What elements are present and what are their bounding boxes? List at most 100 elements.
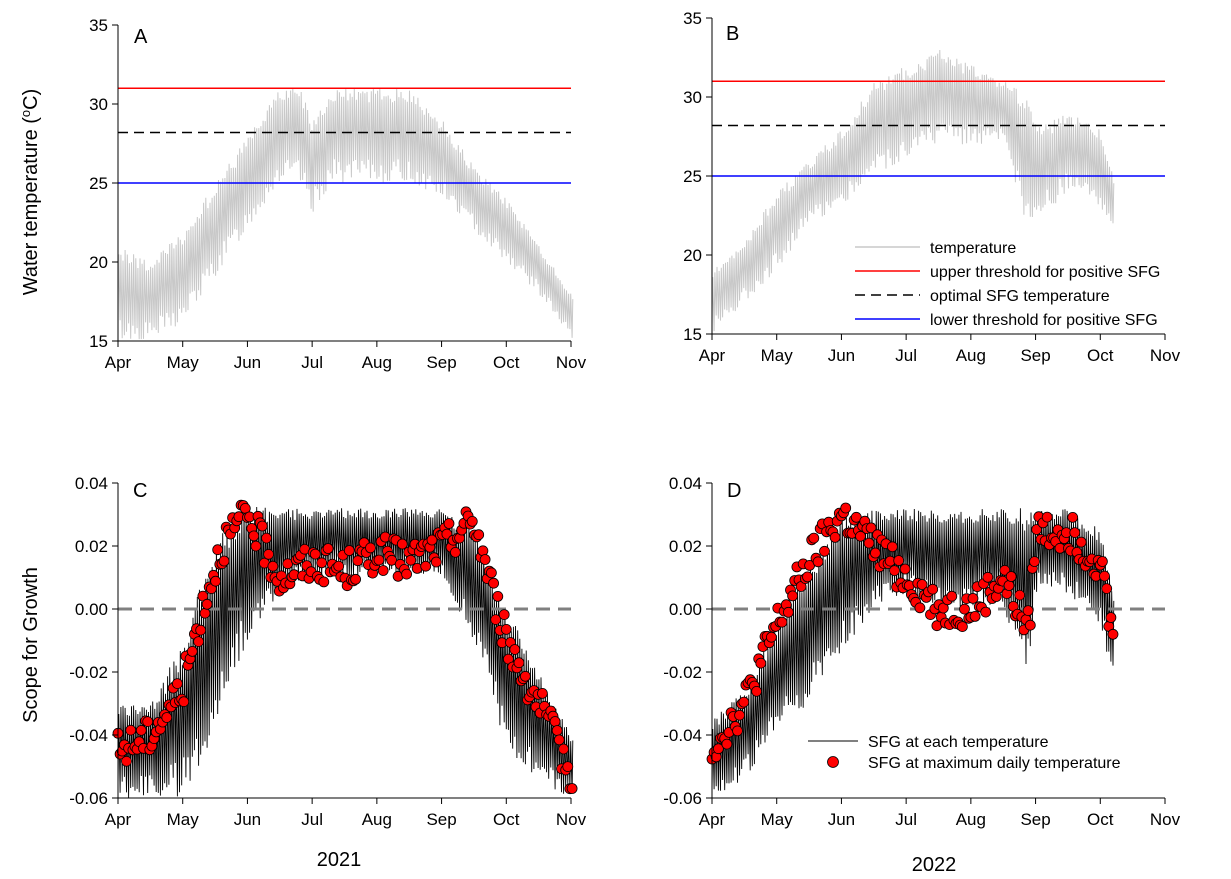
sfg-max-point: [870, 547, 881, 559]
sfg-max-point: [734, 709, 745, 721]
sfg-max-point: [887, 541, 898, 553]
sfg-max-point: [1067, 512, 1079, 523]
x-tick-label: Jul: [895, 810, 917, 829]
sfg-max-point: [916, 579, 928, 590]
x-tick-label: Jun: [234, 353, 261, 372]
sfg-max-point: [466, 516, 478, 527]
x-tick-label: Oct: [1087, 346, 1114, 365]
y-tick-label: 0.04: [75, 474, 108, 493]
y-tick-label: -0.02: [69, 663, 108, 682]
sfg-max-point: [396, 538, 408, 550]
panel-a-temperature-2021: A 15 20 25 30 35 Apr May Jun Jul Aug Sep Oct Nov: [89, 16, 587, 372]
y-tick-label: 20: [683, 246, 702, 265]
panel-d-sfg-2022: D -0.06 -0.04 -0.02 0.00 0.02 0.04 Apr May Jun Jul…: [663, 474, 1180, 829]
y-tick-label: 15: [683, 325, 702, 344]
x-tick-label: Apr: [699, 346, 726, 365]
sfg-max-point: [1014, 589, 1026, 601]
panel-letter: B: [726, 23, 739, 45]
legend-sfg: SFG at each temperature SFG at maximum d…: [808, 734, 1121, 772]
sfg-max-point: [840, 502, 852, 514]
sfg-max-point: [365, 542, 376, 554]
legend-label-sfg-max: SFG at maximum daily temperature: [868, 755, 1121, 772]
sfg-max-point: [863, 537, 875, 549]
sfg-max-point: [980, 606, 992, 618]
sfg-max-point: [751, 686, 762, 697]
sfg-max-point: [377, 565, 389, 576]
sfg-max-point: [1097, 556, 1108, 567]
x-tick-label: Jul: [895, 346, 917, 365]
sfg-max-point: [957, 621, 968, 632]
sfg-max-point: [776, 616, 788, 628]
sfg-max-point: [210, 575, 222, 587]
x-tick-label: Apr: [105, 810, 132, 829]
sfg-max-point: [479, 554, 491, 565]
sfg-max-point: [473, 529, 485, 541]
sfg-max-point: [899, 563, 911, 575]
sfg-max-point: [1099, 570, 1110, 582]
year-label-2021: 2021: [317, 849, 362, 871]
sfg-max-point: [787, 590, 798, 602]
sfg-max-point: [1107, 628, 1119, 640]
y-tick-label: -0.02: [663, 663, 702, 682]
sfg-series-line: [711, 508, 1115, 792]
sfg-max-point: [212, 544, 224, 556]
year-label-2022: 2022: [912, 854, 957, 876]
legend-label-temperature: temperature: [930, 240, 1016, 257]
panel-letter: C: [133, 480, 147, 502]
panel-letter: A: [134, 26, 148, 48]
sfg-max-point: [927, 583, 939, 595]
sfg-max-point: [969, 611, 981, 622]
y-tick-label: 35: [683, 9, 702, 28]
ylabel-sfg: Scope for Growth: [20, 567, 42, 723]
sfg-max-point: [855, 530, 866, 542]
sfg-max-point: [562, 761, 574, 772]
sfg-max-point: [802, 571, 813, 583]
x-tick-label: Aug: [362, 353, 392, 372]
sfg-max-point: [490, 614, 502, 625]
sfg-max-point: [893, 555, 905, 566]
sfg-max-point: [263, 548, 275, 560]
x-tick-label: Oct: [1087, 810, 1114, 829]
y-tick-label: 15: [89, 332, 108, 351]
x-tick-label: Jun: [828, 810, 855, 829]
x-tick-label: Apr: [699, 810, 726, 829]
x-tick-label: Jun: [828, 346, 855, 365]
sfg-max-point: [553, 734, 565, 746]
sfg-max-point: [261, 532, 272, 544]
y-tick-label: 25: [683, 167, 702, 186]
sfg-max-point: [343, 545, 355, 556]
temperature-series-line: [711, 49, 1115, 332]
y-tick-label: -0.04: [663, 726, 702, 745]
x-tick-label: Oct: [493, 353, 520, 372]
legend-label-upper: upper threshold for positive SFG: [930, 264, 1160, 281]
sfg-max-point: [426, 534, 438, 546]
sfg-max-point: [566, 783, 578, 794]
y-tick-label: -0.04: [69, 726, 108, 745]
x-tick-label: Jul: [301, 353, 323, 372]
panel-c-sfg-2021: C -0.06 -0.04 -0.02 0.00 0.02 0.04 Apr May Jun Jul…: [69, 474, 586, 829]
sfg-max-point: [193, 636, 205, 647]
sfg-max-point: [401, 568, 413, 580]
x-tick-label: Oct: [493, 810, 520, 829]
sfg-max-point: [485, 567, 497, 579]
x-tick-label: May: [761, 810, 794, 829]
sfg-max-point: [1029, 556, 1040, 567]
x-tick-label: Aug: [956, 346, 986, 365]
sfg-max-point: [1031, 524, 1042, 535]
sfg-max-point: [509, 644, 521, 655]
y-tick-label: -0.06: [69, 789, 108, 808]
x-tick-label: Sep: [1020, 810, 1050, 829]
sfg-max-point: [405, 554, 417, 566]
sfg-max-point: [318, 576, 330, 588]
sfg-max-point: [558, 743, 569, 755]
sfg-max-point: [520, 670, 531, 682]
sfg-max-point: [492, 591, 504, 602]
legend-marker-sfg-max: [827, 756, 839, 768]
sfg-max-point: [250, 540, 262, 552]
sfg-max-point: [738, 696, 750, 708]
x-tick-label: May: [167, 353, 200, 372]
sfg-max-point: [732, 725, 743, 737]
x-tick-label: Apr: [105, 353, 132, 372]
y-tick-label: -0.06: [663, 789, 702, 808]
